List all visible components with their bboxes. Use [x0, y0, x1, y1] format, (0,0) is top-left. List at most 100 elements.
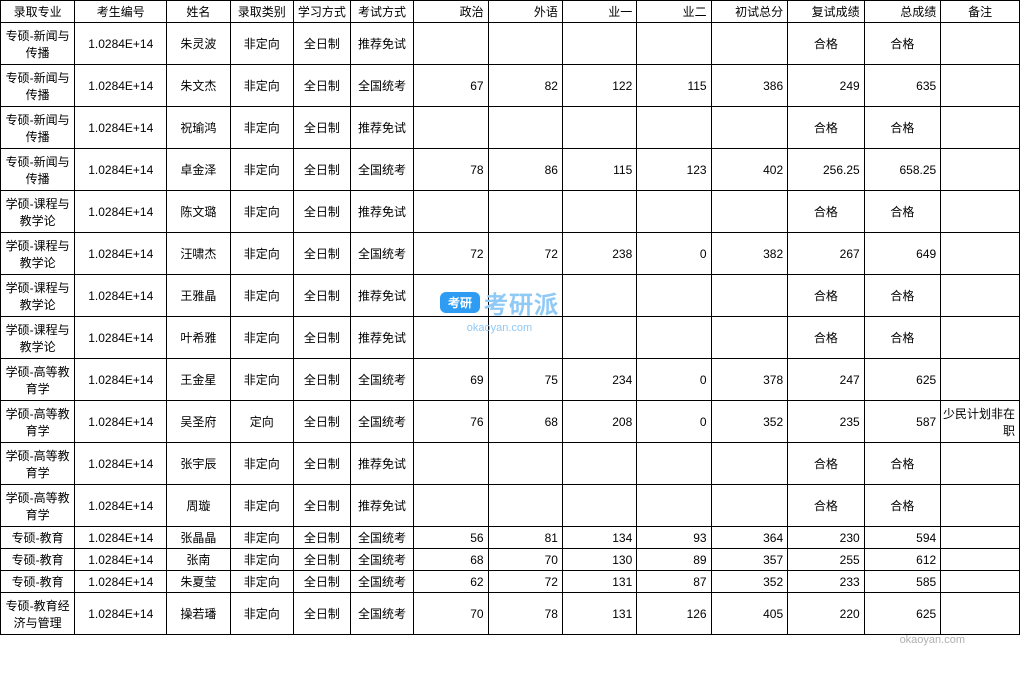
table-cell: 1.0284E+14 [75, 65, 167, 107]
table-cell: 1.0284E+14 [75, 107, 167, 149]
table-cell: 72 [488, 233, 562, 275]
table-cell: 76 [414, 401, 488, 443]
table-cell: 合格 [864, 275, 941, 317]
col-header: 业一 [562, 1, 636, 23]
table-cell: 70 [488, 549, 562, 571]
table-cell [711, 191, 788, 233]
table-cell: 非定向 [230, 191, 293, 233]
table-cell: 学硕-高等教育学 [1, 359, 75, 401]
table-row: 专硕-新闻与传播1.0284E+14朱文杰非定向全日制全国统考678212211… [1, 65, 1020, 107]
table-cell [941, 107, 1020, 149]
table-cell: 合格 [864, 23, 941, 65]
table-cell: 56 [414, 527, 488, 549]
table-cell: 256.25 [788, 149, 865, 191]
table-cell: 少民计划非在职 [941, 401, 1020, 443]
table-cell: 合格 [864, 485, 941, 527]
table-cell: 非定向 [230, 527, 293, 549]
table-cell: 249 [788, 65, 865, 107]
table-cell: 全日制 [293, 149, 350, 191]
table-cell: 合格 [864, 443, 941, 485]
table-cell: 专硕-新闻与传播 [1, 65, 75, 107]
table-cell: 全日制 [293, 593, 350, 635]
table-cell: 1.0284E+14 [75, 527, 167, 549]
table-cell [941, 317, 1020, 359]
table-cell: 全日制 [293, 65, 350, 107]
table-row: 学硕-高等教育学1.0284E+14吴圣府定向全日制全国统考7668208035… [1, 401, 1020, 443]
table-cell [711, 317, 788, 359]
table-cell: 非定向 [230, 443, 293, 485]
table-cell: 635 [864, 65, 941, 107]
table-cell: 推荐免试 [350, 23, 413, 65]
table-cell [414, 317, 488, 359]
table-cell: 专硕-教育 [1, 571, 75, 593]
table-cell: 非定向 [230, 593, 293, 635]
table-cell: 0 [637, 233, 711, 275]
table-cell [941, 549, 1020, 571]
table-cell: 推荐免试 [350, 317, 413, 359]
table-row: 专硕-教育经济与管理1.0284E+14操若璠非定向全日制全国统考7078131… [1, 593, 1020, 635]
table-cell: 238 [562, 233, 636, 275]
table-cell: 推荐免试 [350, 485, 413, 527]
col-header: 初试总分 [711, 1, 788, 23]
table-cell: 247 [788, 359, 865, 401]
table-cell [414, 275, 488, 317]
table-cell [414, 107, 488, 149]
table-cell: 131 [562, 571, 636, 593]
table-cell: 78 [488, 593, 562, 635]
table-cell: 叶希雅 [167, 317, 230, 359]
table-cell: 非定向 [230, 149, 293, 191]
table-header-row: 录取专业考生编号姓名录取类别学习方式考试方式政治外语业一业二初试总分复试成绩总成… [1, 1, 1020, 23]
table-cell: 全日制 [293, 571, 350, 593]
table-cell [941, 149, 1020, 191]
table-cell: 张晶晶 [167, 527, 230, 549]
table-cell: 学硕-课程与教学论 [1, 275, 75, 317]
table-cell: 学硕-高等教育学 [1, 401, 75, 443]
table-cell: 全日制 [293, 401, 350, 443]
table-cell: 合格 [788, 317, 865, 359]
table-cell: 学硕-课程与教学论 [1, 317, 75, 359]
table-cell: 全国统考 [350, 65, 413, 107]
table-cell: 专硕-教育 [1, 527, 75, 549]
table-cell: 全日制 [293, 275, 350, 317]
table-cell: 推荐免试 [350, 443, 413, 485]
table-cell: 王金星 [167, 359, 230, 401]
table-cell [637, 317, 711, 359]
table-cell: 非定向 [230, 65, 293, 107]
table-cell: 学硕-高等教育学 [1, 485, 75, 527]
table-cell: 专硕-新闻与传播 [1, 107, 75, 149]
table-cell: 585 [864, 571, 941, 593]
table-cell [941, 485, 1020, 527]
table-cell: 专硕-教育经济与管理 [1, 593, 75, 635]
table-cell [562, 191, 636, 233]
table-cell [637, 485, 711, 527]
table-cell: 全日制 [293, 191, 350, 233]
table-cell: 1.0284E+14 [75, 359, 167, 401]
table-cell: 合格 [864, 191, 941, 233]
table-cell [562, 443, 636, 485]
table-row: 学硕-课程与教学论1.0284E+14陈文璐非定向全日制推荐免试合格合格 [1, 191, 1020, 233]
table-cell: 周璇 [167, 485, 230, 527]
table-cell: 全国统考 [350, 359, 413, 401]
table-cell: 405 [711, 593, 788, 635]
col-header: 复试成绩 [788, 1, 865, 23]
table-cell: 合格 [788, 275, 865, 317]
table-row: 专硕-教育1.0284E+14张南非定向全日制全国统考6870130893572… [1, 549, 1020, 571]
table-cell: 非定向 [230, 107, 293, 149]
table-cell: 625 [864, 593, 941, 635]
table-cell: 吴圣府 [167, 401, 230, 443]
col-header: 总成绩 [864, 1, 941, 23]
table-row: 专硕-新闻与传播1.0284E+14祝瑜鸿非定向全日制推荐免试合格合格 [1, 107, 1020, 149]
col-header: 考试方式 [350, 1, 413, 23]
table-cell: 235 [788, 401, 865, 443]
table-cell: 非定向 [230, 23, 293, 65]
table-cell: 专硕-教育 [1, 549, 75, 571]
table-cell [941, 191, 1020, 233]
table-cell: 朱灵波 [167, 23, 230, 65]
table-cell [488, 107, 562, 149]
table-cell [711, 23, 788, 65]
table-cell [562, 107, 636, 149]
table-cell: 357 [711, 549, 788, 571]
table-cell: 352 [711, 571, 788, 593]
table-cell: 推荐免试 [350, 275, 413, 317]
table-cell: 134 [562, 527, 636, 549]
